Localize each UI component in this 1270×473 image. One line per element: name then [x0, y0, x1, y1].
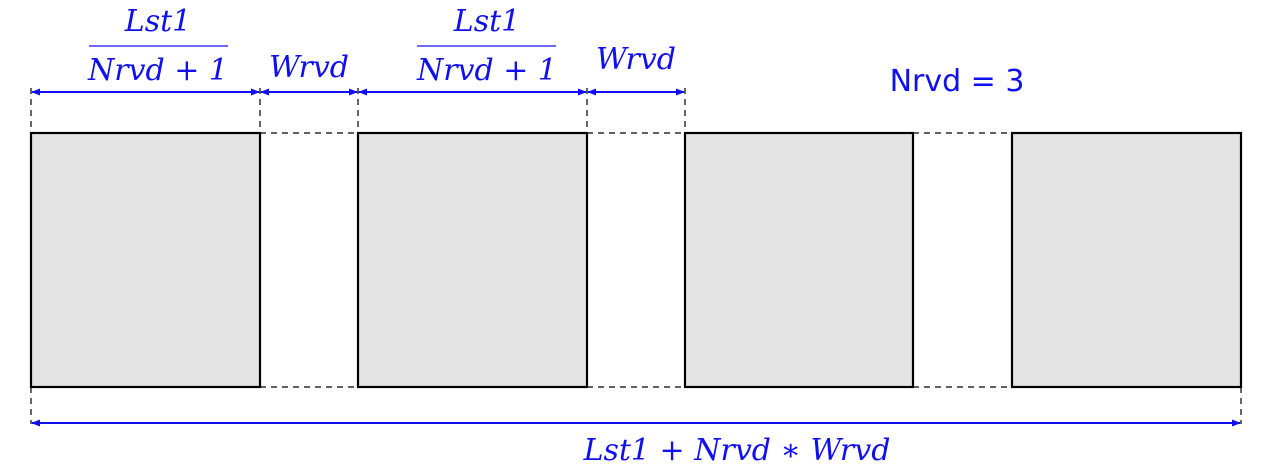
segment-1-fraction-label: Lst1 Nrvd + 1: [87, 4, 228, 88]
fraction-1-numerator: Lst1: [124, 4, 191, 39]
gap-2-label: Wrvd: [596, 42, 676, 77]
count-label: Nrvd = 3: [890, 64, 1025, 99]
fraction-2-denominator: Nrvd + 1: [416, 53, 557, 88]
fraction-2-numerator: Lst1: [453, 4, 520, 39]
gap-1-label: Wrvd: [269, 50, 349, 85]
total-length-label: Lst1 + Nrvd ∗ Wrvd: [583, 433, 891, 468]
extension-lines: [30, 88, 1242, 424]
segments: [29, 131, 1243, 389]
segment-4: [1010, 131, 1243, 389]
segment-1: [29, 131, 262, 389]
fraction-1-denominator: Nrvd + 1: [87, 53, 228, 88]
segment-3: [683, 131, 915, 389]
segment-2: [356, 131, 589, 389]
gap-connectors: [260, 132, 1012, 388]
segment-2-fraction-label: Lst1 Nrvd + 1: [416, 4, 557, 88]
